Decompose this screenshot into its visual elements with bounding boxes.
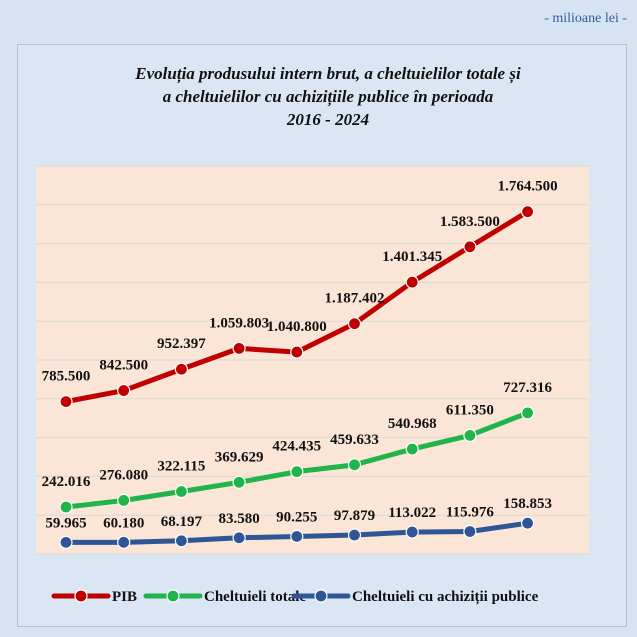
chart-title-line-3: 2016 - 2024 <box>286 110 370 129</box>
data-point <box>117 383 131 398</box>
data-label: 59.965 <box>45 515 86 531</box>
data-label: 242.016 <box>42 474 91 490</box>
unit-note: - milioane lei - <box>544 11 627 26</box>
legend-marker <box>166 589 180 603</box>
data-label: 842.500 <box>99 358 148 374</box>
data-point <box>59 500 73 514</box>
chart-title-line-1: Evoluția produsului intern brut, a chelt… <box>135 64 521 83</box>
data-label: 952.397 <box>157 336 206 352</box>
data-label: 83.580 <box>218 511 259 527</box>
data-label: 68.197 <box>161 514 203 530</box>
data-point <box>290 465 304 479</box>
data-point <box>174 484 188 499</box>
data-point <box>463 524 477 539</box>
data-point <box>521 516 535 530</box>
legend-label: Cheltuieli totale <box>204 589 306 605</box>
data-point <box>405 442 419 456</box>
legend-marker <box>74 589 88 603</box>
data-point <box>405 525 419 539</box>
data-label: 424.435 <box>272 439 321 455</box>
chart-frame: Evoluția produsului intern brut, a chelt… <box>17 44 627 627</box>
data-label: 276.080 <box>99 467 148 483</box>
data-label: 60.180 <box>103 515 144 531</box>
data-point <box>232 531 246 545</box>
data-point <box>117 535 131 549</box>
data-label: 1.583.500 <box>440 214 500 230</box>
data-point <box>59 395 73 409</box>
data-label: 1.764.500 <box>498 179 558 195</box>
data-point <box>405 275 419 289</box>
legend-marker <box>314 589 328 603</box>
data-label: 90.255 <box>276 509 317 525</box>
data-label: 459.633 <box>330 432 379 448</box>
data-label: 727.316 <box>503 380 552 396</box>
data-point <box>463 240 477 254</box>
data-label: 158.853 <box>503 496 552 512</box>
data-label: 1.059.803 <box>209 315 269 331</box>
data-point <box>521 205 535 219</box>
data-point <box>347 317 362 331</box>
data-point <box>174 534 188 548</box>
data-point <box>232 341 246 355</box>
data-label: 540.968 <box>388 416 437 432</box>
data-point <box>290 529 304 544</box>
legend-label: Cheltuieli cu achiziții publice <box>352 589 539 605</box>
data-label: 1.040.800 <box>267 319 327 335</box>
data-point <box>463 428 477 442</box>
data-point <box>521 406 535 420</box>
data-point <box>117 493 131 508</box>
legend-label: PIB <box>112 589 137 605</box>
data-label: 322.115 <box>157 459 205 475</box>
data-label: 369.629 <box>215 449 264 465</box>
data-label: 785.500 <box>42 369 91 385</box>
data-label: 113.022 <box>388 505 436 521</box>
data-point <box>232 475 246 489</box>
data-point <box>347 528 362 542</box>
chart-title: Evoluția produsului intern brut, a chelt… <box>48 62 608 131</box>
data-point <box>174 362 188 376</box>
data-point <box>59 535 73 549</box>
data-label: 97.879 <box>334 508 375 524</box>
data-point <box>290 345 304 359</box>
data-point <box>347 458 362 472</box>
data-label: 1.187.402 <box>325 291 385 307</box>
data-label: 611.350 <box>446 402 494 418</box>
data-label: 1.401.345 <box>382 249 442 265</box>
data-label: 115.976 <box>446 505 494 521</box>
chart-title-line-2: a cheltuielilor cu achizițiile publice î… <box>162 87 494 106</box>
